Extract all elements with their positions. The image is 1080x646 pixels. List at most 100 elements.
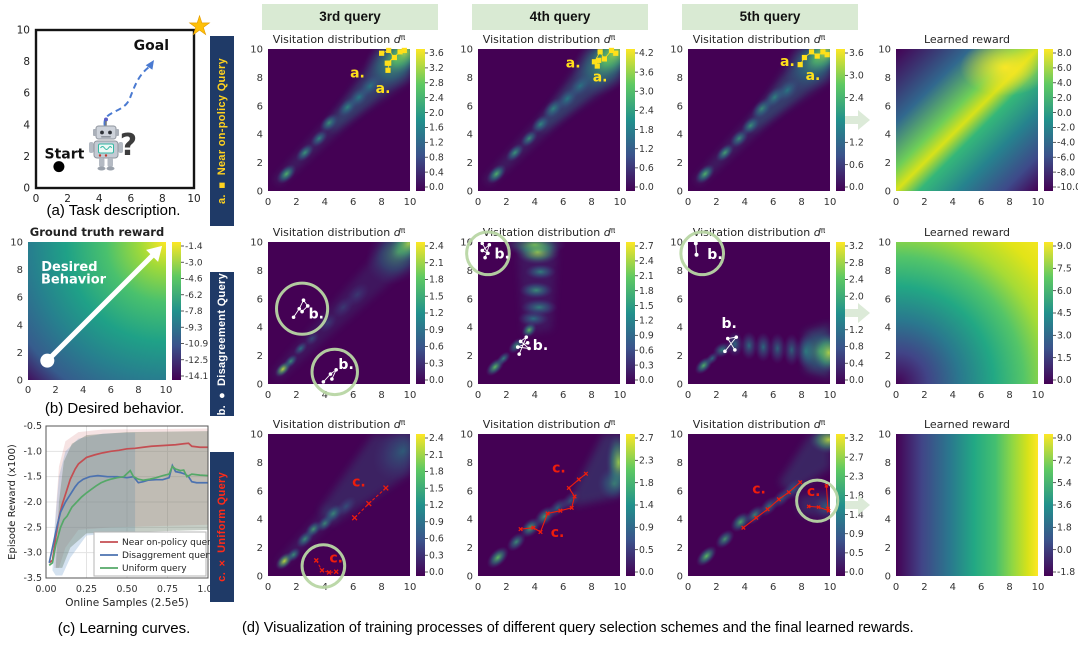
visitation-heatmap-r3c3: Visitation distribution dπ 0 0 2 2 4 4 6 6 8 8 10 10… <box>660 418 870 610</box>
svg-text:Visitation distribution dπ: Visitation distribution dπ <box>483 226 616 239</box>
svg-text:0: 0 <box>257 572 263 583</box>
svg-text:6.0: 6.0 <box>1057 63 1072 74</box>
svg-text:6: 6 <box>978 197 984 208</box>
svg-text:3.2: 3.2 <box>849 433 864 444</box>
visitation-heatmap-r1c1: Visitation distribution dπ 0 0 2 2 4 4 6 6 8 8 10 10… <box>240 33 450 225</box>
svg-text:Learned reward: Learned reward <box>924 226 1010 239</box>
svg-text:Visitation distribution dπ: Visitation distribution dπ <box>483 33 616 46</box>
svg-text:2: 2 <box>503 197 509 208</box>
svg-text:8: 8 <box>257 266 263 277</box>
svg-text:-0.5: -0.5 <box>23 421 42 432</box>
svg-text:8: 8 <box>378 582 384 593</box>
svg-text:2.1: 2.1 <box>639 271 654 282</box>
row-label-near-on-policy-query: a. ■ Near on-policy Query <box>210 36 234 226</box>
svg-text:0.6: 0.6 <box>429 534 444 545</box>
svg-text:6: 6 <box>17 293 23 304</box>
svg-text:0.0: 0.0 <box>849 375 864 386</box>
svg-text:a.: a. <box>593 70 608 86</box>
svg-text:c.: c. <box>329 551 343 567</box>
svg-text:4: 4 <box>257 130 263 141</box>
svg-text:4: 4 <box>532 197 538 208</box>
svg-text:6: 6 <box>23 88 30 100</box>
svg-text:6: 6 <box>885 101 891 112</box>
svg-text:2: 2 <box>467 543 473 554</box>
svg-text:0: 0 <box>265 390 271 401</box>
svg-text:10: 10 <box>404 197 417 208</box>
svg-text:0: 0 <box>893 582 899 593</box>
heatmap-plot: Visitation distribution dπ00224466881010… <box>670 226 864 401</box>
svg-text:6: 6 <box>677 294 683 305</box>
svg-text:a.: a. <box>376 81 391 97</box>
row-label-text: c. × Uniform Query <box>216 472 228 582</box>
svg-text:8: 8 <box>677 266 683 277</box>
svg-text:0.25: 0.25 <box>76 584 97 595</box>
svg-text:Visitation distribution dπ: Visitation distribution dπ <box>693 418 826 431</box>
svg-text:2: 2 <box>23 151 30 163</box>
svg-text:2: 2 <box>677 543 683 554</box>
svg-text:0.3: 0.3 <box>639 360 654 371</box>
visitation-heatmap-r1c2: Visitation distribution dπ 0 0 2 2 4 4 6 6 8 8 10 10… <box>450 33 660 225</box>
svg-text:Near on-policy query: Near on-policy query <box>122 538 217 548</box>
svg-text:1.5: 1.5 <box>429 291 444 302</box>
caption-a: (a) Task description. <box>46 202 181 219</box>
svg-text:2: 2 <box>713 582 719 593</box>
svg-text:0: 0 <box>677 572 683 583</box>
learning-curves-plot: 0.00 0.25 0.50 0.75 1.00 -0.5 -1.0 -1.5 -2.0 -2.5… <box>7 421 219 609</box>
svg-text:6: 6 <box>770 390 776 401</box>
svg-text:-1.0: -1.0 <box>23 446 42 457</box>
svg-text:6: 6 <box>885 294 891 305</box>
svg-text:6: 6 <box>560 582 566 593</box>
svg-text:0.0: 0.0 <box>639 375 654 386</box>
svg-text:-10.9: -10.9 <box>185 340 209 350</box>
svg-text:4: 4 <box>950 197 956 208</box>
heatmap-plot: Visitation distribution dπ00224466881010… <box>250 418 444 593</box>
svg-text:1.2: 1.2 <box>429 308 444 319</box>
svg-text:Learned reward: Learned reward <box>924 33 1010 46</box>
svg-text:Disaggrement query: Disaggrement query <box>122 551 215 561</box>
svg-text:4: 4 <box>950 390 956 401</box>
svg-text:2.3: 2.3 <box>639 456 654 467</box>
task-plot: 0 2 4 6 8 10 0 2 4 6 8 10 ★ Goal? Start <box>17 11 212 204</box>
svg-text:0: 0 <box>33 193 40 204</box>
svg-text:0: 0 <box>17 376 23 387</box>
svg-text:Visitation distribution dπ: Visitation distribution dπ <box>273 226 406 239</box>
svg-text:1.4: 1.4 <box>639 500 654 511</box>
svg-text:-1.8: -1.8 <box>1057 567 1075 578</box>
svg-text:4.5: 4.5 <box>1057 308 1072 319</box>
caption-b: (b) Desired behavior. <box>44 400 185 417</box>
svg-text:0.0: 0.0 <box>849 567 864 578</box>
svg-text:0.0: 0.0 <box>1057 375 1072 386</box>
svg-text:b.: b. <box>722 316 737 332</box>
svg-text:1.8: 1.8 <box>639 478 654 489</box>
svg-text:2.4: 2.4 <box>639 106 654 117</box>
svg-text:2.4: 2.4 <box>429 433 444 444</box>
svg-text:6: 6 <box>467 486 473 497</box>
svg-text:2: 2 <box>293 197 299 208</box>
svg-text:2: 2 <box>17 348 23 359</box>
svg-text:-2.5: -2.5 <box>23 522 42 533</box>
svg-text:2.8: 2.8 <box>849 258 864 269</box>
svg-text:8: 8 <box>885 73 891 84</box>
svg-text:2.0: 2.0 <box>849 291 864 302</box>
svg-text:Start: Start <box>45 147 85 163</box>
svg-text:c.: c. <box>352 475 366 491</box>
svg-text:3.0: 3.0 <box>1057 331 1072 342</box>
svg-text:8: 8 <box>159 193 166 204</box>
column-header-4th-query: 4th query <box>472 4 648 30</box>
svg-text:6: 6 <box>978 390 984 401</box>
svg-text:0.4: 0.4 <box>849 358 864 369</box>
svg-text:Visitation distribution dπ: Visitation distribution dπ <box>693 226 826 239</box>
svg-text:0.6: 0.6 <box>849 160 864 171</box>
svg-text:0.0: 0.0 <box>1057 108 1072 119</box>
svg-text:6: 6 <box>108 385 114 396</box>
heatmap-plot: Visitation distribution dπ00224466881010… <box>250 226 444 401</box>
svg-text:2.4: 2.4 <box>639 256 654 267</box>
svg-text:Visitation distribution dπ: Visitation distribution dπ <box>693 33 826 46</box>
robot-icon <box>89 117 123 171</box>
svg-text:0: 0 <box>257 380 263 391</box>
svg-text:6: 6 <box>127 193 134 204</box>
heatmap-plot: Visitation distribution dπ00224466881010… <box>670 418 864 593</box>
svg-text:1.8: 1.8 <box>429 275 444 286</box>
svg-text:4: 4 <box>322 197 328 208</box>
svg-text:8: 8 <box>885 266 891 277</box>
